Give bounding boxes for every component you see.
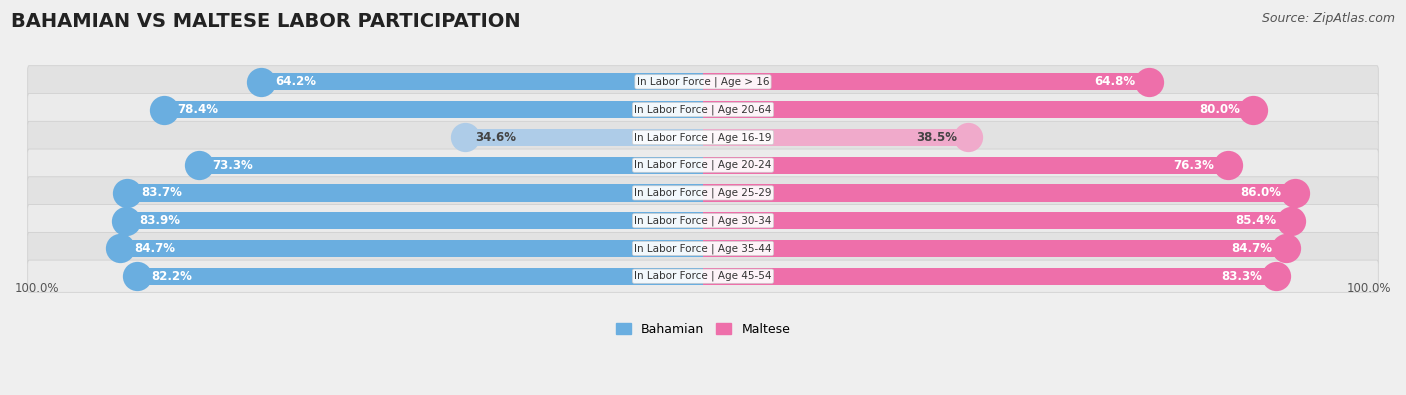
Text: BAHAMIAN VS MALTESE LABOR PARTICIPATION: BAHAMIAN VS MALTESE LABOR PARTICIPATION [11,12,520,31]
Bar [703,240,1285,257]
Text: 73.3%: 73.3% [212,159,253,172]
Bar [121,240,703,257]
FancyBboxPatch shape [28,149,1378,181]
Text: 34.6%: 34.6% [475,131,516,144]
Legend: Bahamian, Maltese: Bahamian, Maltese [610,318,796,341]
Text: In Labor Force | Age > 16: In Labor Force | Age > 16 [637,77,769,87]
Text: 80.0%: 80.0% [1199,103,1240,116]
Bar [703,184,1295,201]
FancyBboxPatch shape [28,177,1378,209]
Bar [703,267,1277,285]
Bar [163,101,703,118]
Text: 84.7%: 84.7% [1232,242,1272,255]
Text: 100.0%: 100.0% [15,282,59,295]
Text: 38.5%: 38.5% [917,131,957,144]
Bar [703,212,1291,229]
Text: 76.3%: 76.3% [1174,159,1215,172]
Text: In Labor Force | Age 45-54: In Labor Force | Age 45-54 [634,271,772,282]
Bar [138,267,703,285]
FancyBboxPatch shape [28,205,1378,237]
Text: 84.7%: 84.7% [134,242,174,255]
Bar [465,129,703,146]
Text: 64.2%: 64.2% [276,75,316,88]
Text: Source: ZipAtlas.com: Source: ZipAtlas.com [1261,12,1395,25]
Text: 83.9%: 83.9% [139,214,180,227]
Text: 83.7%: 83.7% [141,186,181,199]
Text: 64.8%: 64.8% [1094,75,1135,88]
FancyBboxPatch shape [28,121,1378,154]
Text: In Labor Force | Age 35-44: In Labor Force | Age 35-44 [634,243,772,254]
Text: 82.2%: 82.2% [152,270,193,283]
Bar [703,73,1149,90]
FancyBboxPatch shape [28,232,1378,265]
Bar [703,156,1227,174]
Bar [703,129,967,146]
Text: 100.0%: 100.0% [1347,282,1391,295]
Text: 85.4%: 85.4% [1236,214,1277,227]
Text: In Labor Force | Age 20-24: In Labor Force | Age 20-24 [634,160,772,170]
Text: 83.3%: 83.3% [1222,270,1263,283]
FancyBboxPatch shape [28,94,1378,126]
Text: In Labor Force | Age 16-19: In Labor Force | Age 16-19 [634,132,772,143]
Bar [127,184,703,201]
FancyBboxPatch shape [28,66,1378,98]
FancyBboxPatch shape [28,260,1378,292]
Bar [198,156,703,174]
Text: 86.0%: 86.0% [1240,186,1281,199]
Bar [262,73,703,90]
Text: In Labor Force | Age 30-34: In Labor Force | Age 30-34 [634,215,772,226]
Text: 78.4%: 78.4% [177,103,218,116]
Text: In Labor Force | Age 25-29: In Labor Force | Age 25-29 [634,188,772,198]
Text: In Labor Force | Age 20-64: In Labor Force | Age 20-64 [634,104,772,115]
Bar [703,101,1253,118]
Bar [125,212,703,229]
